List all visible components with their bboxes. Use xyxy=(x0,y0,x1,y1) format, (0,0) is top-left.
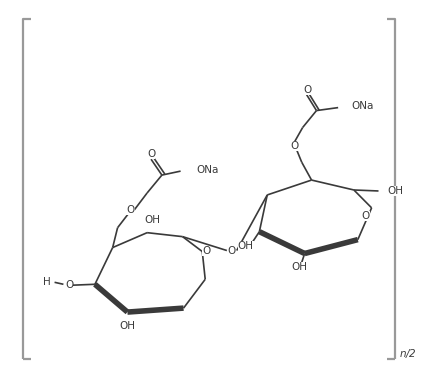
Text: OH: OH xyxy=(144,215,160,225)
Text: H: H xyxy=(43,277,51,287)
Text: O: O xyxy=(291,141,299,151)
Text: O: O xyxy=(147,149,155,159)
Text: OH: OH xyxy=(238,241,254,250)
Text: OH: OH xyxy=(387,186,403,196)
Text: O: O xyxy=(228,246,236,256)
Text: $n$/2: $n$/2 xyxy=(399,347,417,360)
Text: OH: OH xyxy=(119,321,135,331)
Text: O: O xyxy=(362,211,370,221)
Text: O: O xyxy=(303,85,312,95)
Text: OH: OH xyxy=(292,262,308,272)
Text: ONa: ONa xyxy=(351,101,373,111)
Text: ONa: ONa xyxy=(196,165,219,175)
Text: O: O xyxy=(65,280,73,290)
Text: O: O xyxy=(126,205,135,215)
Text: O: O xyxy=(202,246,210,256)
